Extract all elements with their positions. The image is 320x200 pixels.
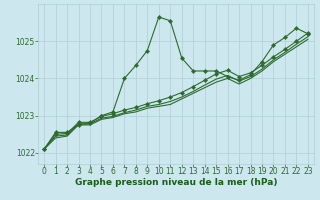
X-axis label: Graphe pression niveau de la mer (hPa): Graphe pression niveau de la mer (hPa) — [75, 178, 277, 187]
